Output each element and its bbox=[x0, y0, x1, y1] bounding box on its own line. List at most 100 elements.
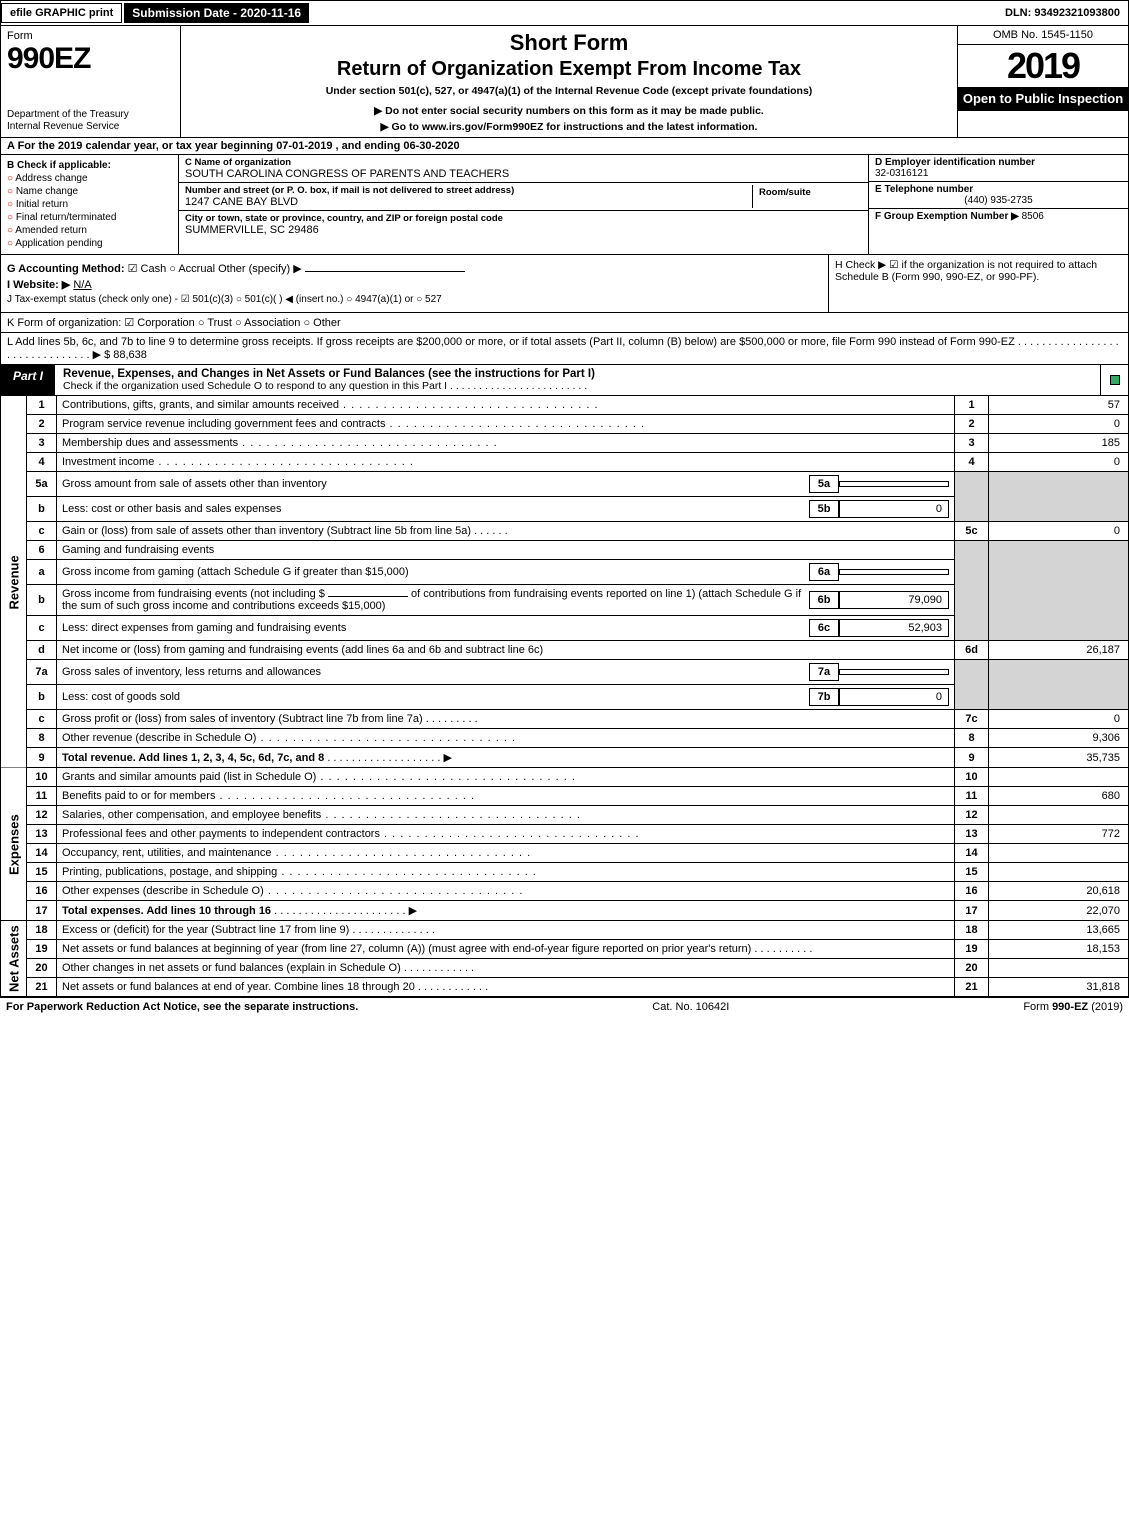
line8-num: 8 bbox=[27, 729, 57, 748]
line21-num: 21 bbox=[27, 978, 57, 997]
line5a-ibox: 5a bbox=[809, 475, 839, 493]
line12-box: 12 bbox=[955, 806, 989, 825]
line7b-iamt: 0 bbox=[839, 688, 949, 706]
line17-num: 17 bbox=[27, 901, 57, 921]
org-name: SOUTH CAROLINA CONGRESS OF PARENTS AND T… bbox=[185, 168, 862, 180]
j-tax-exempt[interactable]: J Tax-exempt status (check only one) - ☑… bbox=[7, 294, 442, 305]
part1-header: Part I Revenue, Expenses, and Changes in… bbox=[0, 365, 1129, 396]
line21-desc: Net assets or fund balances at end of ye… bbox=[62, 981, 415, 993]
line5a-iamt bbox=[839, 481, 949, 487]
chk-address-change[interactable]: Address change bbox=[7, 173, 172, 184]
line20-desc: Other changes in net assets or fund bala… bbox=[62, 962, 401, 974]
line18-num: 18 bbox=[27, 921, 57, 940]
k-row[interactable]: K Form of organization: ☑ Corporation ○ … bbox=[0, 313, 1129, 333]
line6b-desc1: Gross income from fundraising events (no… bbox=[62, 588, 325, 600]
box-d: D Employer identification number 32-0316… bbox=[868, 155, 1128, 254]
grp-label: F Group Exemption Number ▶ bbox=[875, 211, 1019, 222]
line6-num: 6 bbox=[27, 541, 57, 560]
line6d-amt: 26,187 bbox=[989, 641, 1129, 660]
line2-amt: 0 bbox=[989, 415, 1129, 434]
line3-desc: Membership dues and assessments bbox=[62, 437, 498, 449]
line21-box: 21 bbox=[955, 978, 989, 997]
line11-num: 11 bbox=[27, 787, 57, 806]
box-b: B Check if applicable: Address change Na… bbox=[1, 155, 179, 254]
chk-amended-return[interactable]: Amended return bbox=[7, 225, 172, 236]
g-options[interactable]: ☑ Cash ○ Accrual Other (specify) ▶ bbox=[128, 263, 302, 275]
form-word: Form bbox=[7, 30, 174, 42]
line2-box: 2 bbox=[955, 415, 989, 434]
expenses-side-label: Expenses bbox=[1, 768, 27, 921]
chk-initial-return[interactable]: Initial return bbox=[7, 199, 172, 210]
org-name-label: C Name of organization bbox=[185, 157, 862, 168]
line6c-ibox: 6c bbox=[809, 619, 839, 637]
line10-box: 10 bbox=[955, 768, 989, 787]
part1-label: Part I bbox=[1, 365, 55, 395]
line13-num: 13 bbox=[27, 825, 57, 844]
line3-amt: 185 bbox=[989, 434, 1129, 453]
line13-box: 13 bbox=[955, 825, 989, 844]
grp-value: 8506 bbox=[1022, 211, 1044, 222]
line14-amt bbox=[989, 844, 1129, 863]
tax-period-row: A For the 2019 calendar year, or tax yea… bbox=[0, 138, 1129, 155]
line19-box: 19 bbox=[955, 940, 989, 959]
goto-link[interactable]: ▶ Go to www.irs.gov/Form990EZ for instru… bbox=[189, 121, 949, 133]
ein-value: 32-0316121 bbox=[875, 168, 1122, 179]
line7c-num: c bbox=[27, 710, 57, 729]
dept-irs: Internal Revenue Service bbox=[7, 121, 174, 133]
line2-num: 2 bbox=[27, 415, 57, 434]
line5b-iamt: 0 bbox=[839, 500, 949, 518]
line7c-box: 7c bbox=[955, 710, 989, 729]
line6c-iamt: 52,903 bbox=[839, 619, 949, 637]
line21-amt: 31,818 bbox=[989, 978, 1129, 997]
efile-print-btn[interactable]: efile GRAPHIC print bbox=[1, 3, 122, 23]
line19-desc: Net assets or fund balances at beginning… bbox=[62, 943, 751, 955]
submission-date-btn[interactable]: Submission Date - 2020-11-16 bbox=[124, 3, 309, 23]
line6b-ibox: 6b bbox=[809, 591, 839, 609]
line11-desc: Benefits paid to or for members bbox=[62, 790, 475, 802]
line1-desc: Contributions, gifts, grants, and simila… bbox=[62, 399, 599, 411]
chk-name-change[interactable]: Name change bbox=[7, 186, 172, 197]
line7c-desc: Gross profit or (loss) from sales of inv… bbox=[62, 713, 423, 725]
part1-checkbox[interactable] bbox=[1100, 365, 1128, 395]
addr-label: Number and street (or P. O. box, if mail… bbox=[185, 185, 752, 196]
line17-desc: Total expenses. Add lines 10 through 16 bbox=[62, 905, 271, 917]
form-number: 990EZ bbox=[7, 42, 174, 76]
chk-final-return[interactable]: Final return/terminated bbox=[7, 212, 172, 223]
top-bar: efile GRAPHIC print Submission Date - 20… bbox=[0, 0, 1129, 26]
footer-left: For Paperwork Reduction Act Notice, see … bbox=[6, 1001, 358, 1013]
short-form-title: Short Form bbox=[189, 30, 949, 56]
line17-amt: 22,070 bbox=[989, 901, 1129, 921]
line9-amt: 35,735 bbox=[989, 748, 1129, 768]
line6b-num: b bbox=[27, 585, 57, 616]
line5a-num: 5a bbox=[27, 472, 57, 497]
line18-box: 18 bbox=[955, 921, 989, 940]
omb-number: OMB No. 1545-1150 bbox=[958, 26, 1128, 45]
line7b-ibox: 7b bbox=[809, 688, 839, 706]
tax-year: 2019 bbox=[958, 45, 1128, 87]
line4-box: 4 bbox=[955, 453, 989, 472]
line8-desc: Other revenue (describe in Schedule O) bbox=[62, 732, 516, 744]
line6-desc: Gaming and fundraising events bbox=[57, 541, 955, 560]
page-footer: For Paperwork Reduction Act Notice, see … bbox=[0, 997, 1129, 1016]
line5a-desc: Gross amount from sale of assets other t… bbox=[62, 478, 327, 490]
line7a-ibox: 7a bbox=[809, 663, 839, 681]
line6a-iamt bbox=[839, 569, 949, 575]
line6d-box: 6d bbox=[955, 641, 989, 660]
line8-amt: 9,306 bbox=[989, 729, 1129, 748]
line18-amt: 13,665 bbox=[989, 921, 1129, 940]
line9-box: 9 bbox=[955, 748, 989, 768]
open-to-public: Open to Public Inspection bbox=[958, 87, 1128, 111]
line7a-iamt bbox=[839, 669, 949, 675]
line6a-desc: Gross income from gaming (attach Schedul… bbox=[62, 566, 409, 578]
box-b-label: B Check if applicable: bbox=[7, 160, 172, 171]
line6c-desc: Less: direct expenses from gaming and fu… bbox=[62, 622, 346, 634]
line18-desc: Excess or (deficit) for the year (Subtra… bbox=[62, 924, 349, 936]
line15-desc: Printing, publications, postage, and shi… bbox=[62, 866, 537, 878]
subtitle: Under section 501(c), 527, or 4947(a)(1)… bbox=[189, 85, 949, 97]
line16-num: 16 bbox=[27, 882, 57, 901]
part1-title: Revenue, Expenses, and Changes in Net As… bbox=[63, 368, 595, 380]
line12-amt bbox=[989, 806, 1129, 825]
form-header: Form 990EZ Department of the Treasury In… bbox=[0, 26, 1129, 138]
line12-desc: Salaries, other compensation, and employ… bbox=[62, 809, 581, 821]
chk-application-pending[interactable]: Application pending bbox=[7, 238, 172, 249]
